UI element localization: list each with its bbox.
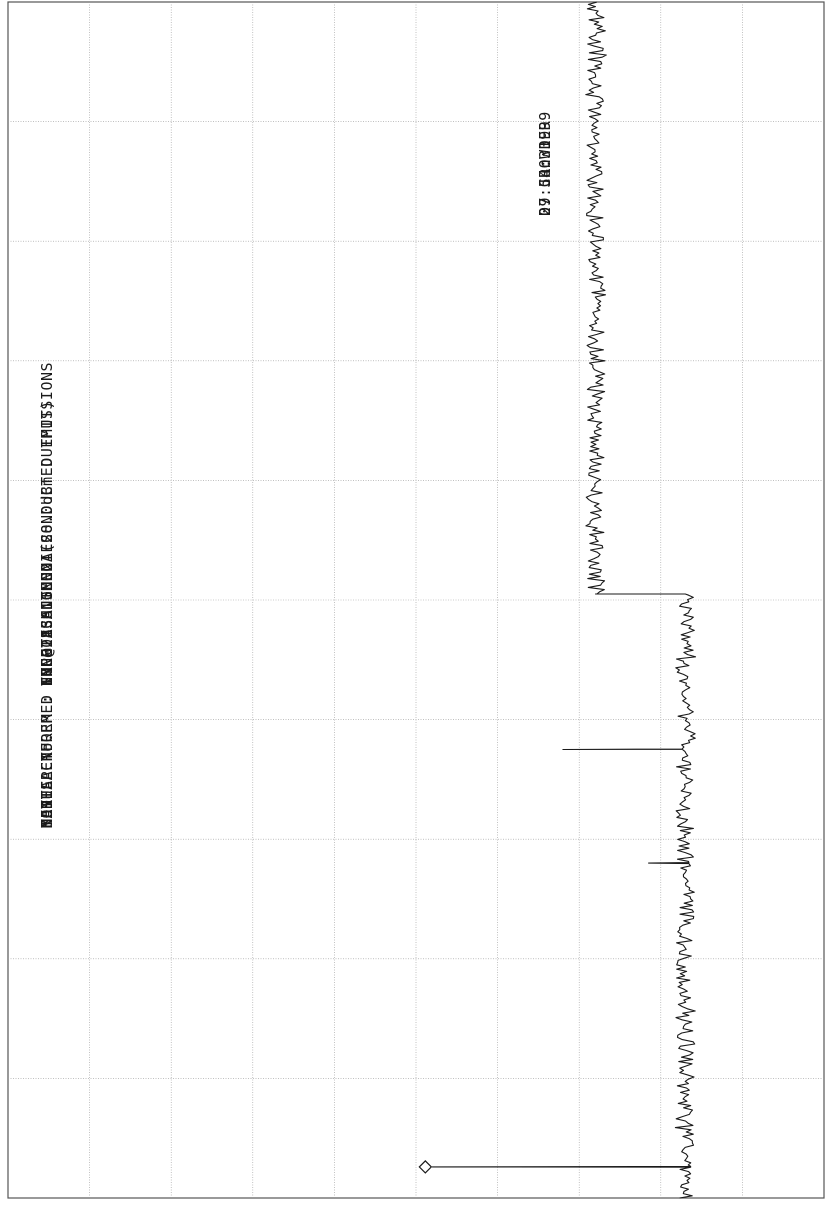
test-time: 07:54:33 [536, 139, 554, 216]
header-row-notes: NOTES: INPUT [38, 638, 56, 828]
notes-value: INPUT [38, 638, 56, 686]
spectrum-trace [431, 1, 697, 1199]
marker-diamond-icon [418, 1160, 433, 1174]
notes-label: NOTES [38, 780, 56, 828]
